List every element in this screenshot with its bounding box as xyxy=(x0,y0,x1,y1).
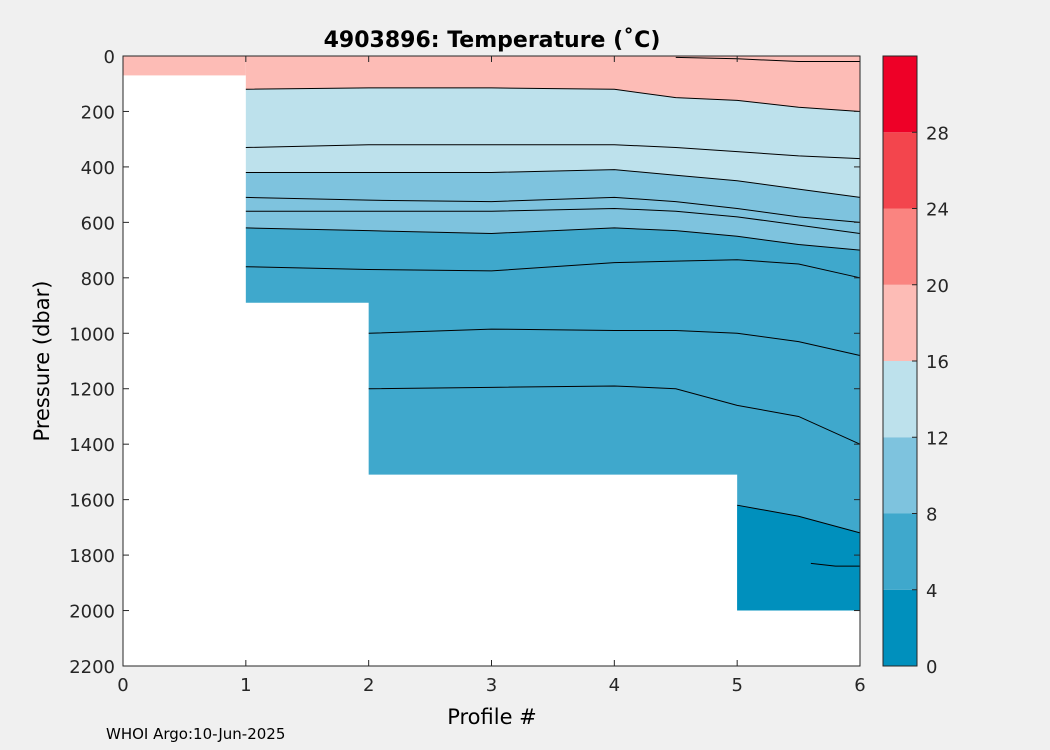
chart-title: 4903896: Temperature (˚C) xyxy=(324,28,661,53)
axes: 0 1 2 3 4 5 6 0 200 400 600 800 1000 1200 1400 1600 1800… xyxy=(69,47,866,696)
y-tick-label: 1000 xyxy=(69,324,115,345)
colorbar-tick-label: 28 xyxy=(926,123,949,144)
band-12-16 xyxy=(245,87,861,198)
colorbar-segment xyxy=(883,208,917,285)
isotherm-line-1 xyxy=(245,87,861,112)
y-tick-label: 1800 xyxy=(69,546,115,567)
band-warm-profile-0 xyxy=(123,56,246,76)
colorbar-segment xyxy=(883,132,917,209)
colorbar-segment xyxy=(883,513,917,590)
colorbar-tick-label: 16 xyxy=(926,352,949,373)
colorbar-segment xyxy=(883,437,917,514)
band-warm xyxy=(245,56,861,112)
colorbar-segment xyxy=(883,361,917,438)
colorbar: 0 4 8 12 16 20 24 28 xyxy=(882,55,949,678)
footer-source-date: WHOI Argo:10-Jun-2025 xyxy=(106,725,286,743)
colorbar-tick-label: 4 xyxy=(926,581,937,602)
y-tick-label: 1400 xyxy=(69,435,115,456)
colorbar-tick-label: 20 xyxy=(926,276,949,297)
isotherm-line-0 xyxy=(675,56,860,63)
x-tick-label: 2 xyxy=(363,675,374,696)
y-tick-label: 0 xyxy=(104,47,115,68)
x-tick-label: 0 xyxy=(117,675,128,696)
y-tick-label: 800 xyxy=(81,269,115,290)
x-axis-label: Profile # xyxy=(447,705,537,729)
x-tick-label: 1 xyxy=(240,675,251,696)
band-0-4 xyxy=(737,505,860,611)
y-tick-label: 1200 xyxy=(69,380,115,401)
isotherm-line-6 xyxy=(245,227,861,251)
isotherm-line-10 xyxy=(737,504,861,534)
y-tick-label: 400 xyxy=(81,158,115,179)
y-tick-label: 2000 xyxy=(69,602,115,623)
band-4-8 xyxy=(245,227,861,611)
isotherm-line-4 xyxy=(245,196,861,223)
y-tick-label: 200 xyxy=(81,102,115,123)
isotherm-line-5 xyxy=(245,207,861,234)
y-tick-label: 600 xyxy=(81,213,115,234)
isotherm-line-7 xyxy=(245,259,861,279)
x-tick-label: 6 xyxy=(854,675,865,696)
x-tick-label: 3 xyxy=(486,675,497,696)
isotherm-line-3 xyxy=(245,169,861,198)
y-tick-label: 1600 xyxy=(69,491,115,512)
colorbar-segment xyxy=(883,284,917,361)
isotherm-line-2 xyxy=(245,144,861,160)
colorbar-tick-label: 12 xyxy=(926,428,949,449)
colorbar-tick-label: 8 xyxy=(926,505,937,526)
x-tick-label: 4 xyxy=(609,675,620,696)
isotherm-line-8 xyxy=(368,328,861,356)
colorbar-tick-label: 0 xyxy=(926,657,937,678)
isotherm-line-9 xyxy=(368,385,861,445)
colorbar-tick-label: 24 xyxy=(926,200,949,221)
isotherm-line-11 xyxy=(810,562,860,567)
y-tick-label: 2200 xyxy=(69,657,115,678)
plot-area xyxy=(123,56,861,666)
colorbar-segment xyxy=(883,56,917,133)
y-axis-label: Pressure (dbar) xyxy=(30,281,54,442)
colorbar-segment xyxy=(883,589,917,666)
x-tick-label: 5 xyxy=(731,675,742,696)
